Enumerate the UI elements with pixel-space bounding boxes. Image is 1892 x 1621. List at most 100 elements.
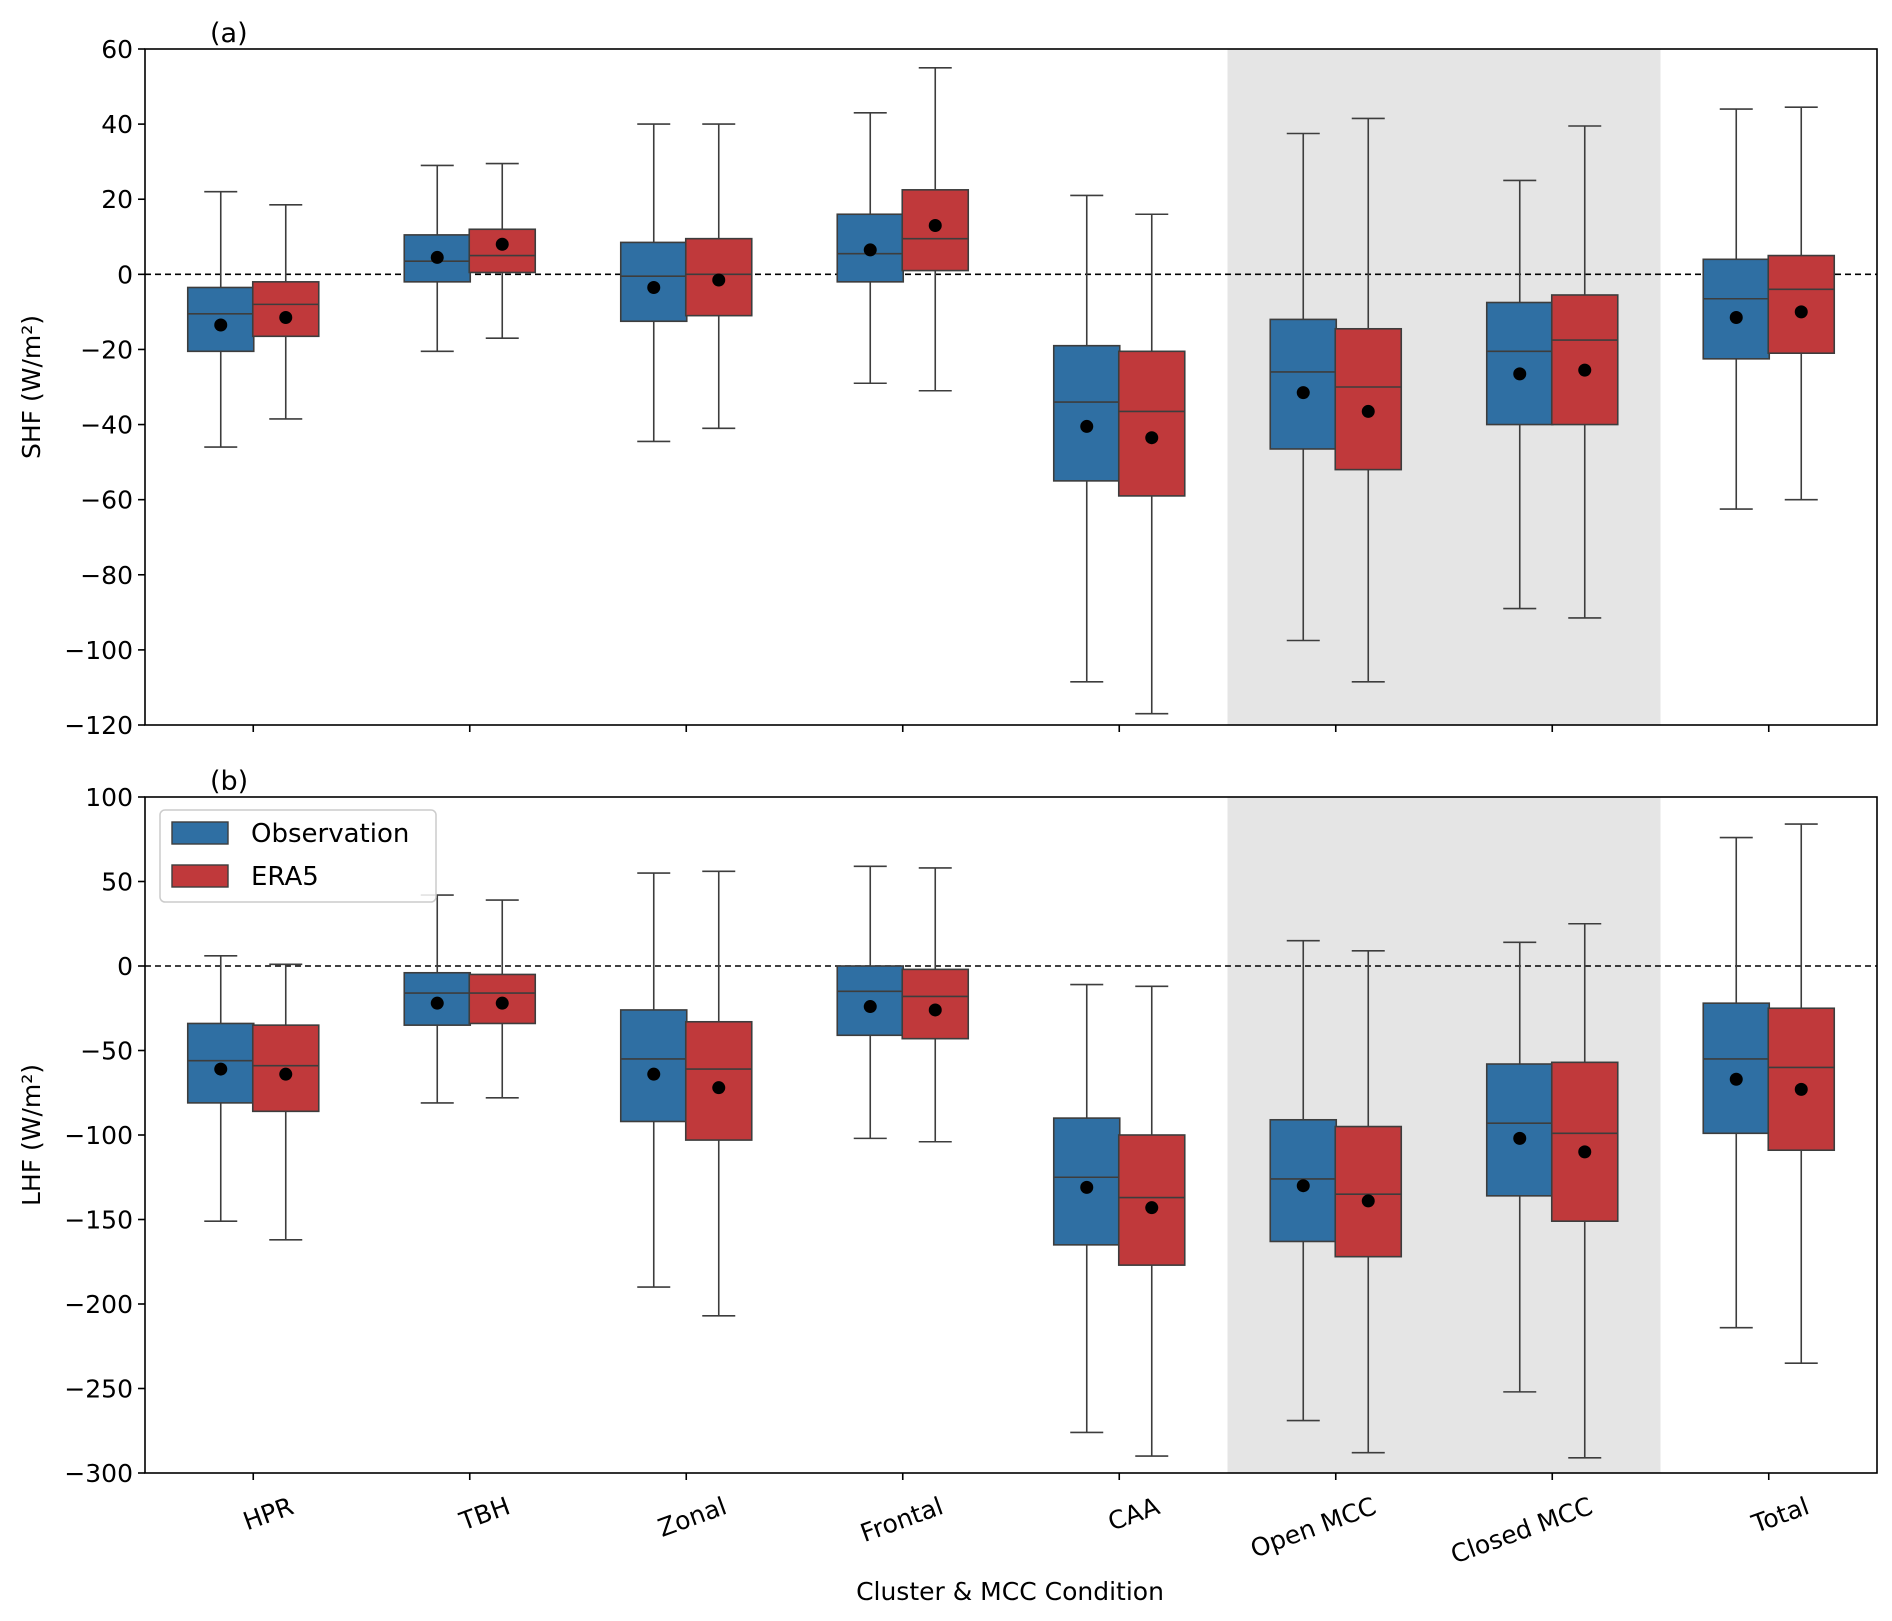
mean-marker	[430, 996, 444, 1010]
mean-marker	[1361, 1194, 1375, 1208]
box-iqr	[1767, 254, 1836, 355]
mean-marker	[928, 219, 942, 233]
box-era5-hpr	[251, 204, 320, 420]
box-observation-tbh	[403, 164, 472, 353]
mean-marker	[279, 1067, 293, 1081]
box-iqr	[1485, 1063, 1554, 1197]
box-era5-tbh	[468, 899, 537, 1099]
box-iqr	[1052, 344, 1121, 482]
box-iqr	[468, 228, 537, 274]
box-iqr	[619, 241, 688, 323]
box-observation-closed-mcc	[1485, 179, 1554, 610]
mean-marker	[1080, 1180, 1094, 1194]
box-iqr	[1550, 1061, 1619, 1222]
box-observation-closed-mcc	[1485, 941, 1554, 1393]
y-tick-label: −60	[80, 486, 133, 515]
y-tick-label: −100	[64, 636, 133, 665]
box-era5-total	[1767, 106, 1836, 501]
y-tick-label: −150	[64, 1206, 133, 1235]
y-tick-label: 100	[85, 783, 133, 812]
box-observation-zonal	[619, 123, 688, 443]
box-observation-total	[1702, 108, 1771, 510]
box-iqr	[1117, 350, 1186, 497]
box-era5-zonal	[684, 870, 753, 1317]
mean-marker	[1794, 1082, 1808, 1096]
y-tick-label: −50	[80, 1037, 133, 1066]
legend-label-observation: Observation	[251, 819, 409, 849]
mean-marker	[1794, 305, 1808, 319]
y-tick-label: −200	[64, 1290, 133, 1319]
box-observation-total	[1702, 836, 1771, 1329]
box-iqr	[684, 1020, 753, 1141]
box-era5-closed-mcc	[1550, 125, 1619, 619]
y-tick-label: 0	[117, 952, 133, 981]
mean-marker	[1080, 419, 1094, 433]
box-iqr	[1702, 258, 1771, 360]
mean-marker	[495, 237, 509, 251]
mean-marker	[1145, 1201, 1159, 1215]
box-iqr	[1485, 301, 1554, 426]
x-axis-label: Cluster & MCC Condition	[856, 1577, 1164, 1606]
panel-tag: (b)	[210, 766, 248, 797]
box-era5-total	[1767, 823, 1836, 1364]
panel-a: −120 −100 −80 −60 −40 −20 0 20 40 60 SHF (W/m²) (a)	[17, 18, 1878, 740]
y-tick-label: 0	[117, 260, 133, 289]
legend-frame	[159, 809, 437, 903]
y-tick-label: −250	[64, 1375, 133, 1404]
box-observation-tbh	[403, 894, 472, 1104]
mean-marker	[1578, 1145, 1592, 1159]
mean-marker	[214, 318, 228, 332]
box-era5-frontal	[901, 867, 970, 1143]
box-observation-caa	[1052, 983, 1121, 1434]
mean-marker	[863, 1000, 877, 1014]
legend-label-era5: ERA5	[251, 862, 319, 892]
mean-marker	[279, 311, 293, 325]
y-tick-label: −80	[80, 561, 133, 590]
box-era5-closed-mcc	[1550, 922, 1619, 1459]
mean-marker	[495, 996, 509, 1010]
box-observation-frontal	[836, 112, 905, 385]
mean-marker	[1145, 431, 1159, 445]
panel-tag: (a)	[210, 18, 248, 49]
mean-marker	[1513, 367, 1527, 381]
box-observation-hpr	[186, 190, 255, 448]
y-tick-label: −100	[64, 1121, 133, 1150]
box-iqr	[1117, 1134, 1186, 1266]
mean-marker	[1361, 404, 1375, 418]
mean-marker	[647, 280, 661, 294]
y-axis-label: LHF (W/m²)	[17, 1064, 46, 1206]
mean-marker	[712, 273, 726, 287]
y-tick-label: 40	[101, 110, 133, 139]
y-tick-label: −120	[64, 711, 133, 740]
mean-marker	[863, 243, 877, 257]
box-iqr	[251, 281, 320, 338]
box-era5-caa	[1117, 985, 1186, 1457]
mean-marker	[1296, 1179, 1310, 1193]
legend-swatch-era5	[171, 864, 229, 888]
y-tick-label: 20	[101, 185, 133, 214]
y-tick-label: 60	[101, 35, 133, 64]
mean-marker	[1578, 363, 1592, 377]
mean-marker	[214, 1062, 228, 1076]
axes-frame	[144, 48, 1878, 726]
mean-marker	[647, 1067, 661, 1081]
box-observation-open-mcc	[1269, 939, 1338, 1422]
box-observation-open-mcc	[1269, 132, 1338, 642]
mean-marker	[712, 1081, 726, 1095]
box-era5-open-mcc	[1334, 117, 1403, 683]
box-observation-caa	[1052, 194, 1121, 683]
box-era5-open-mcc	[1334, 949, 1403, 1454]
mean-marker	[1729, 311, 1743, 325]
box-era5-hpr	[251, 963, 320, 1241]
box-iqr	[619, 1009, 688, 1123]
box-iqr	[1334, 327, 1403, 471]
mean-marker	[430, 250, 444, 264]
mean-marker	[1296, 386, 1310, 400]
y-axis-label: SHF (W/m²)	[17, 315, 46, 459]
y-tick-label: −300	[64, 1459, 133, 1488]
box-era5-zonal	[684, 123, 753, 430]
box-iqr	[1334, 1125, 1403, 1258]
box-era5-tbh	[468, 162, 537, 339]
box-iqr	[1269, 318, 1338, 450]
